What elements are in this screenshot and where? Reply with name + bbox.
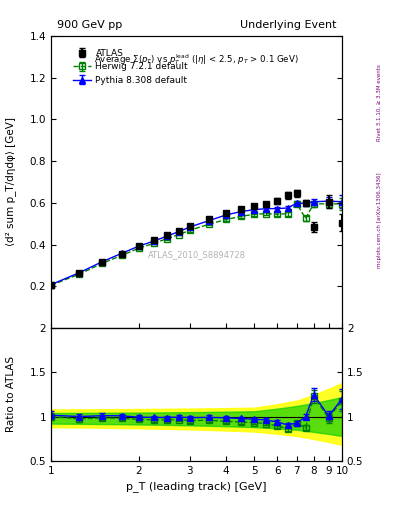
Y-axis label: ⟨d² sum p_T/dηdφ⟩ [GeV]: ⟨d² sum p_T/dηdφ⟩ [GeV]	[5, 117, 16, 246]
Text: 900 GeV pp: 900 GeV pp	[57, 20, 122, 30]
Text: Rivet 3.1.10, ≥ 3.3M events: Rivet 3.1.10, ≥ 3.3M events	[377, 64, 382, 141]
Legend: ATLAS, Herwig 7.2.1 default, Pythia 8.308 default: ATLAS, Herwig 7.2.1 default, Pythia 8.30…	[70, 46, 191, 88]
Text: Underlying Event: Underlying Event	[240, 20, 336, 30]
Text: ATLAS_2010_S8894728: ATLAS_2010_S8894728	[147, 250, 246, 260]
X-axis label: p_T (leading track) [GeV]: p_T (leading track) [GeV]	[126, 481, 267, 492]
Text: mcplots.cern.ch [arXiv:1306.3436]: mcplots.cern.ch [arXiv:1306.3436]	[377, 173, 382, 268]
Text: Average $\Sigma(p_T)$ vs $p_T^{\mathrm{lead}}$ ($|\eta|$ < 2.5, $p_T$ > 0.1 GeV): Average $\Sigma(p_T)$ vs $p_T^{\mathrm{l…	[94, 52, 299, 67]
Y-axis label: Ratio to ATLAS: Ratio to ATLAS	[6, 356, 16, 433]
